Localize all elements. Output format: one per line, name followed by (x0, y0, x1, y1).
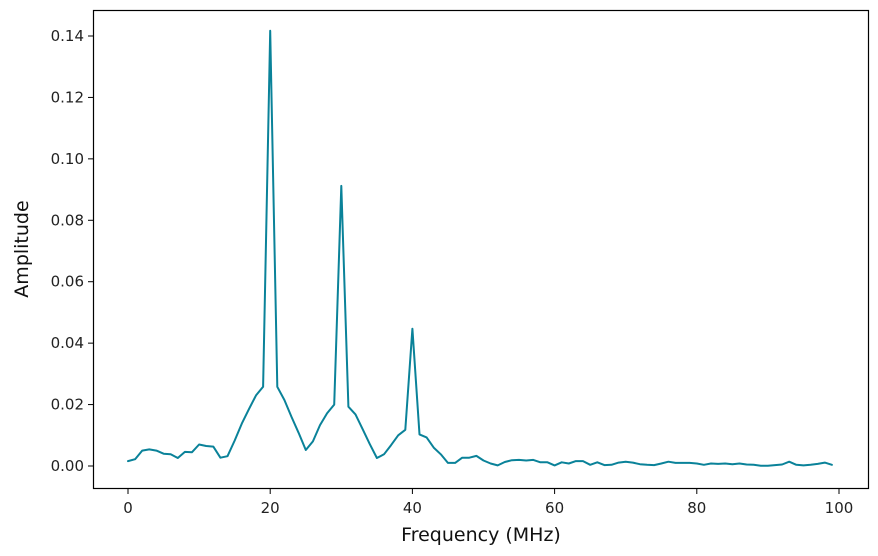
y-tick-label: 0.04 (51, 334, 84, 352)
y-axis-label: Amplitude (11, 200, 33, 297)
x-axis-ticks: 0 20 40 60 80 100 (123, 489, 853, 517)
x-tick-label: 60 (545, 499, 564, 517)
x-tick-label: 0 (123, 499, 133, 517)
spectrum-line (127, 29, 833, 467)
y-tick-label: 0.00 (51, 457, 84, 475)
x-tick-label: 100 (825, 499, 854, 517)
x-axis-label: Frequency (MHz) (401, 524, 561, 546)
y-tick-label: 0.08 (51, 211, 84, 229)
y-tick-label: 0.02 (51, 396, 84, 414)
x-tick-label: 20 (261, 499, 280, 517)
y-tick-label: 0.12 (51, 88, 84, 106)
y-tick-label: 0.14 (51, 27, 84, 45)
x-tick-label: 40 (403, 499, 422, 517)
x-tick-label: 80 (687, 499, 706, 517)
axes-frame (92, 9, 870, 490)
y-axis-ticks: 0.00 0.02 0.04 0.06 0.08 0.10 0.12 0.14 (51, 27, 93, 475)
y-tick-label: 0.06 (51, 273, 84, 291)
plot-area (127, 29, 833, 467)
y-tick-label: 0.10 (51, 150, 84, 168)
